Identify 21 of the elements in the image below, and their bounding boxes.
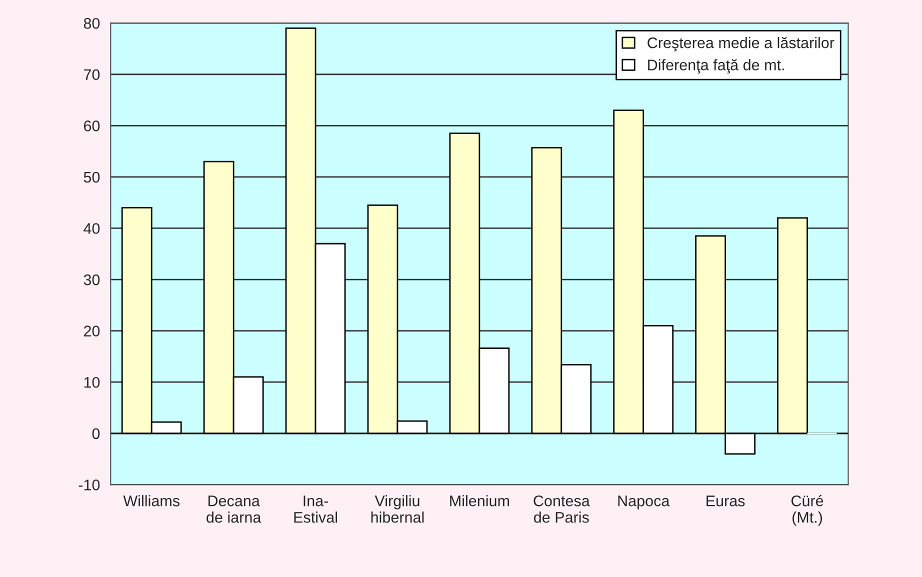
x-tick-label: Napoca: [618, 496, 670, 510]
legend-label: Diferenţa faţă de mt.: [648, 58, 784, 74]
legend-label: Creşterea medie a lăstarilor: [648, 36, 834, 52]
y-tick-label: 70: [84, 69, 100, 80]
y-tick-label: -10: [78, 480, 100, 490]
y-tick-label: 80: [84, 18, 100, 29]
x-tick-label: Virgiliu hibernal: [371, 495, 424, 523]
x-tick-label: Williams: [123, 495, 180, 506]
x-tick-label: Decana de iarna: [206, 496, 262, 523]
x-tick-label: Ina- Estival: [294, 496, 338, 523]
y-tick-label: 40: [84, 223, 100, 234]
x-tick-label: Cüré (Mt.): [791, 494, 824, 526]
x-tick-label: Milenium: [450, 495, 509, 506]
x-tick-label: Euras: [706, 496, 745, 506]
x-tick-label: Contesa de Paris: [534, 496, 590, 523]
y-tick-label: 10: [84, 376, 100, 388]
y-tick-label: 0: [92, 428, 100, 440]
y-tick-label: 30: [84, 274, 100, 286]
y-tick-label: 20: [84, 326, 100, 336]
y-tick-label: 50: [84, 172, 100, 183]
y-tick-label: 60: [84, 120, 100, 132]
